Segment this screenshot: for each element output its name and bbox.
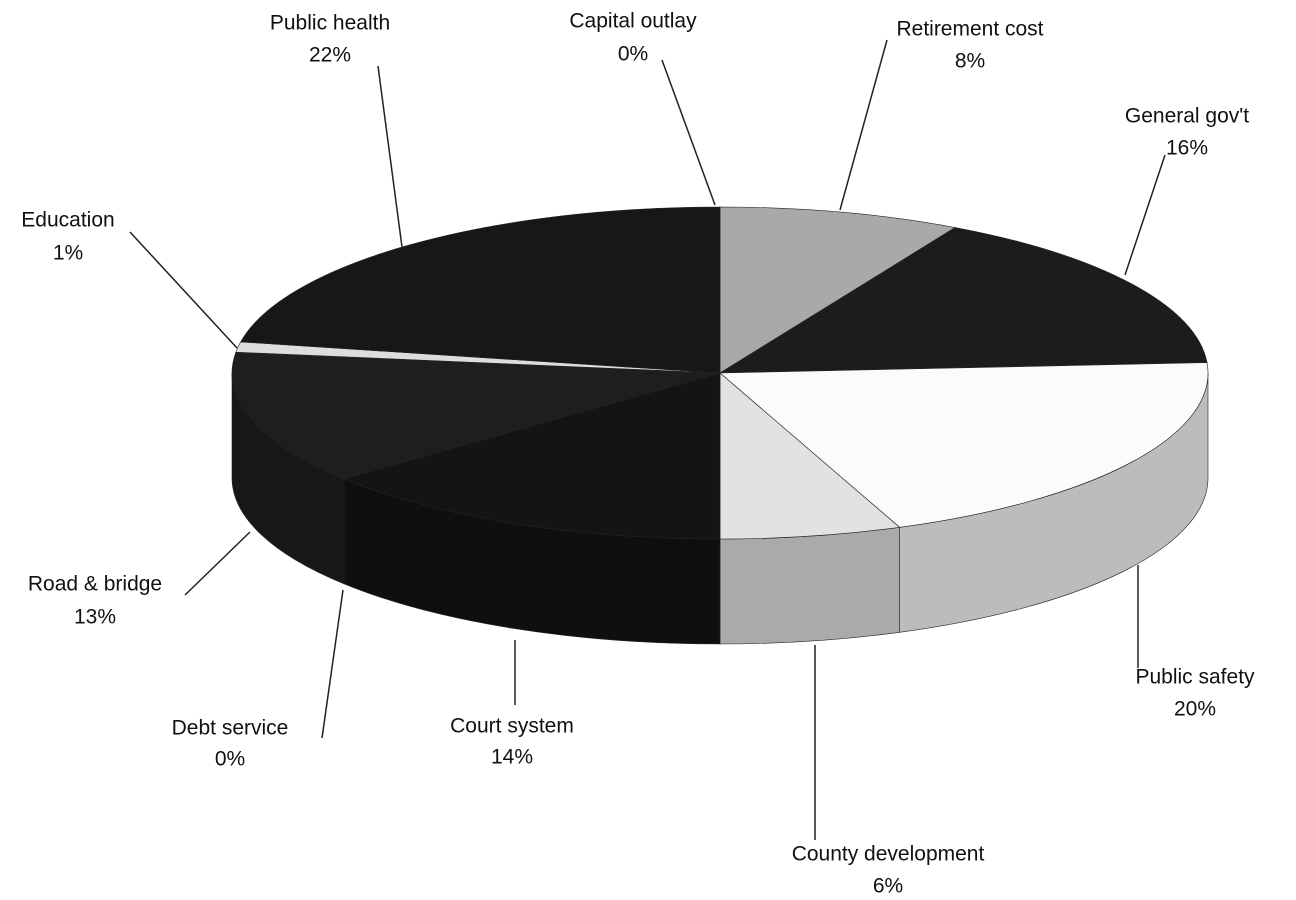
leader-line	[661, 59, 716, 206]
slice-label: Public health	[270, 12, 390, 35]
slice-value-label: 13%	[74, 606, 116, 629]
pie-slice	[719, 206, 956, 374]
slice-label: Debt service	[172, 717, 289, 740]
leader-line	[377, 65, 403, 248]
slice-label: Road & bridge	[28, 573, 162, 596]
slice-value-label: 6%	[873, 875, 903, 898]
slice-label: Capital outlay	[569, 10, 697, 33]
slice-value-label: 0%	[618, 43, 648, 66]
slice-value-label: 22%	[309, 44, 351, 67]
leader-line	[321, 589, 344, 739]
pie-side	[719, 526, 900, 645]
slice-value-label: 1%	[53, 242, 83, 265]
pie-slice	[718, 227, 1208, 374]
slice-label: General gov't	[1125, 105, 1249, 128]
slice-value-label: 16%	[1166, 137, 1208, 160]
slice-value-label: 20%	[1174, 698, 1216, 721]
slice-value-label: 14%	[491, 746, 533, 769]
pie-slice	[343, 372, 721, 540]
pie-slice	[231, 351, 721, 480]
slice-label: Public safety	[1135, 666, 1255, 689]
slice-label: Education	[21, 209, 114, 232]
slice-value-label: 8%	[955, 50, 985, 73]
leader-line	[839, 39, 888, 211]
slice-value-label: 0%	[215, 748, 245, 771]
pie-slice	[719, 362, 1209, 528]
slice-label: County development	[792, 843, 985, 866]
slice-label: Court system	[450, 715, 574, 738]
pie-slice	[240, 206, 721, 374]
leader-line	[129, 231, 238, 349]
leader-line	[1124, 154, 1166, 276]
slice-label: Retirement cost	[896, 18, 1043, 41]
leader-line	[184, 531, 251, 596]
pie-slice	[719, 372, 901, 540]
